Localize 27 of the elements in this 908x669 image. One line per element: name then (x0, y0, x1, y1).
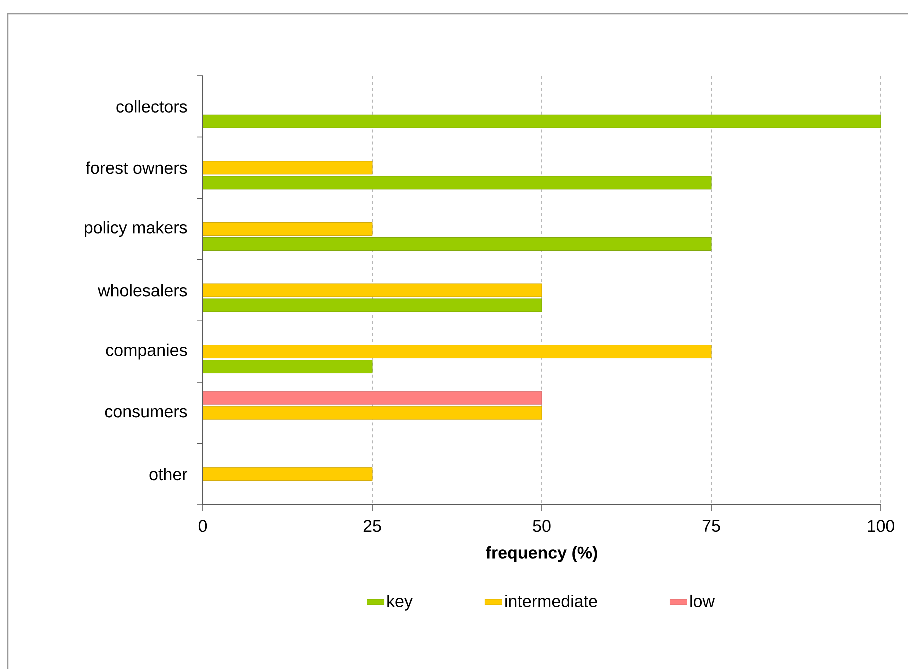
y-tick-label: other (150, 468, 188, 481)
y-tick-label: consumers (105, 408, 188, 418)
y-tick-label: companies (106, 344, 188, 360)
x-tick-label: 50 (533, 520, 551, 532)
bar (203, 298, 542, 312)
legend-label: key (388, 594, 413, 611)
bar (203, 176, 712, 190)
y-tick-label: wholesalers (98, 284, 188, 297)
bar (203, 360, 373, 374)
x-tick-label: 0 (198, 520, 208, 532)
legend-label: low (690, 594, 716, 608)
y-tick-label: collectors (116, 100, 188, 113)
bar (203, 284, 542, 298)
bar (203, 114, 882, 128)
y-tick-label: policy makers (84, 221, 188, 238)
y-tick-label: forest owners (86, 162, 188, 174)
legend-label: intermediate (506, 594, 598, 608)
x-axis-title: frequency (%) (486, 546, 598, 562)
bar (203, 161, 373, 175)
x-tick-label: 100 (868, 520, 895, 532)
x-tick-label: 25 (364, 520, 382, 532)
bar (203, 468, 373, 482)
x-tick-label: 75 (702, 520, 720, 532)
bar (203, 222, 373, 236)
bar (203, 406, 542, 420)
bar (203, 345, 712, 359)
bar (203, 237, 712, 251)
